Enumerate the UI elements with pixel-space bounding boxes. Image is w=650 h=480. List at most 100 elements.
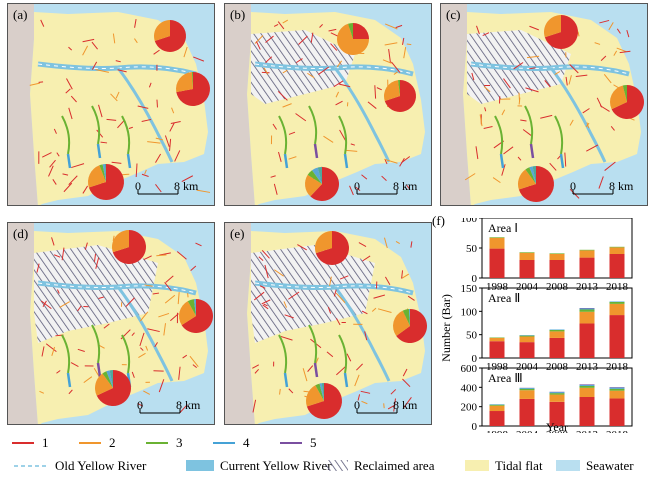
tidal-creek [155, 153, 162, 163]
bar-segment [549, 393, 565, 395]
x-tick-label: 2004 [516, 361, 539, 373]
creek-order3 [278, 334, 288, 374]
tidal-creek [476, 25, 480, 35]
tidal-creek [407, 295, 415, 301]
pie-chart-2-slice [518, 169, 536, 190]
y-axis-title: Number (Bar) [440, 294, 453, 362]
creek-main [343, 153, 349, 169]
current-yellow-river [116, 286, 174, 382]
pie-chart-1-slice [408, 309, 410, 326]
bar-segment [489, 237, 505, 238]
scale-bar-zero: 0 [570, 179, 576, 193]
current-yellow-river [116, 67, 174, 163]
tidal-creek [479, 114, 483, 127]
tidal-creek [91, 61, 98, 70]
tidal-creek [52, 179, 57, 185]
tidal-creek [177, 292, 180, 305]
scale-bar: 0 8 km [354, 398, 418, 414]
tidal-creek [600, 55, 607, 62]
x-axis-title: Year [546, 420, 568, 433]
tidal-creek [361, 310, 368, 315]
tidal-creek [258, 256, 264, 262]
tidal-creek [616, 47, 627, 53]
tidal-creek [70, 362, 79, 368]
bar-segment [609, 315, 625, 358]
map-e-svg: 0 8 km [225, 223, 427, 424]
tidal-creek [181, 175, 194, 182]
pie-chart-1-slice [176, 72, 193, 93]
tidal-creek [128, 126, 133, 129]
creek-order3 [554, 115, 564, 155]
tidal-creek [549, 162, 557, 171]
bar-segment [579, 308, 595, 310]
tidal-creek [323, 135, 334, 143]
tidal-creek [384, 276, 391, 285]
tidal-creek [529, 25, 539, 31]
bar-segment [519, 335, 535, 337]
x-tick-label: 2013 [576, 281, 599, 293]
creek-order3 [91, 324, 101, 364]
tidal-creek [288, 291, 300, 300]
scale-bar-end: 8 km [609, 179, 634, 193]
tidal-creek [82, 185, 89, 194]
tidal-creek [526, 55, 540, 59]
tidal-creek [406, 184, 411, 190]
tidal-creek [252, 364, 259, 369]
tidal-creek [326, 351, 334, 358]
tidal-creek [261, 250, 270, 259]
tidal-creek [131, 332, 135, 337]
bar-segment [549, 401, 565, 426]
tidal-creek [336, 366, 346, 376]
tidal-creek [608, 22, 614, 31]
pie-chart-1-slice [393, 310, 410, 336]
bar-segment [519, 390, 535, 399]
reclaimed-area [34, 245, 158, 343]
creek-order3 [61, 334, 71, 374]
tidal-creek [361, 400, 368, 405]
tidal-creek [103, 323, 110, 329]
legend-order-label: 4 [243, 435, 250, 450]
tidal-creek [272, 123, 277, 130]
tidal-creek [270, 175, 276, 178]
pie-chart-1-slice [191, 72, 193, 89]
bar-segment [579, 249, 595, 251]
tidal-creek [565, 76, 568, 86]
pie-chart-1-slice [396, 309, 427, 343]
tidal-creek [62, 173, 69, 176]
tidal-creek [373, 294, 385, 299]
tidal-creek [154, 342, 158, 348]
tidal-creek [59, 301, 70, 308]
area-title: Area Ⅰ [488, 221, 518, 235]
tidal-creek [517, 156, 522, 161]
creek-main [313, 143, 319, 159]
pie-chart-2-slice [310, 167, 339, 201]
tidal-creek [98, 344, 105, 349]
tidal-creek [145, 345, 149, 351]
tidal-creek [91, 41, 98, 50]
bar-segment [549, 337, 565, 358]
legend-tidal-flat-swatch [465, 460, 489, 471]
tidal-creek [346, 353, 352, 362]
x-tick-label: 2018 [606, 429, 629, 433]
tidal-creek [190, 265, 197, 272]
pie-chart-2-slice [306, 385, 324, 407]
tidal-creek [410, 241, 413, 248]
tidal-creek [569, 63, 579, 74]
current-yellow-river [333, 286, 391, 382]
tidal-creek [346, 149, 358, 152]
bar-segment [609, 398, 625, 426]
pie-chart-0-slice [348, 23, 353, 39]
creek-order3 [121, 334, 131, 374]
tidal-creek [252, 399, 257, 413]
tidal-creek [254, 369, 259, 374]
bar-segment [609, 390, 625, 399]
tidal-creek [554, 71, 561, 75]
tidal-creek [153, 49, 160, 55]
current-yellow-river [333, 67, 391, 163]
tidal-creek [171, 107, 175, 114]
pie-chart-0-slice [337, 23, 369, 55]
bar-segment [489, 404, 505, 406]
tidal-creek [261, 299, 271, 305]
tidal-creek [391, 61, 401, 73]
tidal-creek [518, 97, 521, 105]
